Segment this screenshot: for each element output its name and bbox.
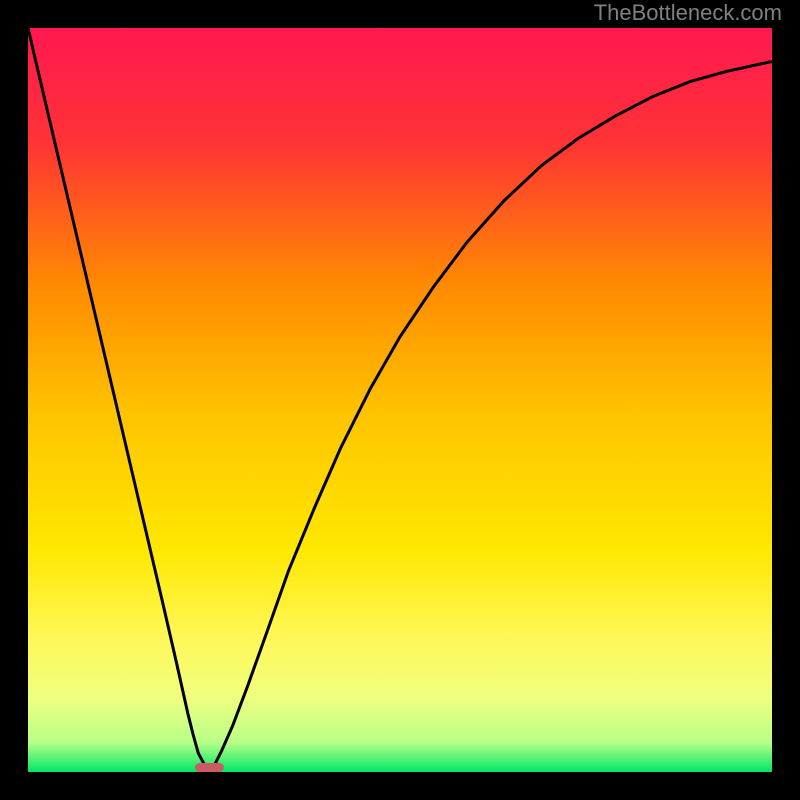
plot-area xyxy=(28,28,772,772)
minimum-marker xyxy=(195,763,223,772)
background-gradient xyxy=(28,28,772,772)
watermark-text: TheBottleneck.com xyxy=(594,0,782,26)
